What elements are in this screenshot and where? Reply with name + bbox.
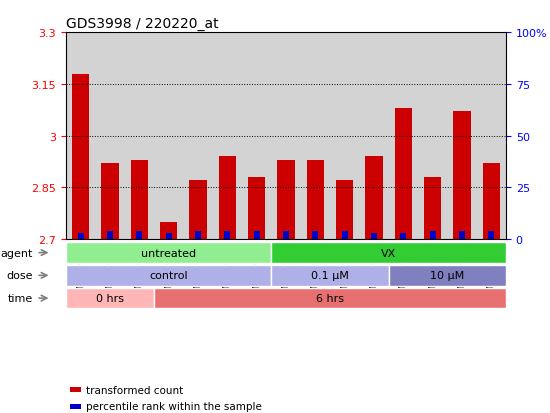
Text: time: time — [8, 293, 33, 304]
Bar — [136, 231, 142, 240]
Bar — [453, 112, 471, 240]
Text: 6 hrs: 6 hrs — [316, 293, 344, 304]
FancyBboxPatch shape — [66, 266, 271, 286]
Bar — [189, 181, 207, 240]
Text: untreated: untreated — [141, 248, 196, 258]
Bar — [72, 74, 90, 240]
FancyBboxPatch shape — [66, 243, 271, 263]
Bar — [101, 164, 119, 240]
Bar — [224, 231, 230, 240]
Bar — [107, 231, 113, 240]
Bar — [283, 231, 289, 240]
FancyBboxPatch shape — [154, 288, 506, 309]
Bar — [195, 231, 201, 240]
Bar — [78, 233, 84, 240]
Text: GDS3998 / 220220_at: GDS3998 / 220220_at — [66, 17, 219, 31]
Text: dose: dose — [7, 271, 33, 281]
Bar — [130, 160, 148, 240]
Bar — [254, 231, 260, 240]
Bar — [160, 222, 178, 240]
FancyBboxPatch shape — [66, 288, 154, 309]
Bar — [400, 233, 406, 240]
Bar — [248, 178, 266, 240]
Bar — [482, 164, 500, 240]
Bar — [277, 160, 295, 240]
Bar — [336, 181, 354, 240]
Bar — [306, 160, 324, 240]
Text: VX: VX — [381, 248, 397, 258]
Text: agent: agent — [1, 248, 33, 258]
FancyBboxPatch shape — [389, 266, 506, 286]
Bar — [70, 387, 81, 392]
FancyBboxPatch shape — [271, 266, 389, 286]
Bar — [342, 231, 348, 240]
Text: percentile rank within the sample: percentile rank within the sample — [86, 401, 262, 411]
Text: transformed count: transformed count — [86, 385, 183, 395]
Bar — [365, 157, 383, 240]
Bar — [312, 231, 318, 240]
Bar — [430, 231, 436, 240]
Bar — [166, 233, 172, 240]
FancyBboxPatch shape — [271, 243, 506, 263]
Bar — [424, 178, 442, 240]
Bar — [459, 231, 465, 240]
Bar — [70, 404, 81, 409]
Bar — [218, 157, 236, 240]
Text: 0 hrs: 0 hrs — [96, 293, 124, 304]
Text: 0.1 μM: 0.1 μM — [311, 271, 349, 281]
Text: control: control — [150, 271, 188, 281]
Bar — [394, 109, 412, 240]
Bar — [371, 233, 377, 240]
Bar — [488, 231, 494, 240]
Text: 10 μM: 10 μM — [430, 271, 464, 281]
